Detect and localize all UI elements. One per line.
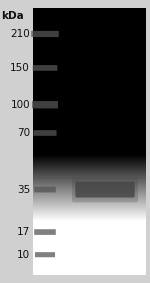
Text: 35: 35	[17, 185, 30, 195]
FancyBboxPatch shape	[34, 187, 56, 192]
FancyBboxPatch shape	[31, 31, 59, 37]
FancyBboxPatch shape	[33, 130, 57, 136]
Text: 10: 10	[17, 250, 30, 260]
FancyBboxPatch shape	[75, 182, 135, 198]
FancyBboxPatch shape	[34, 229, 56, 235]
Text: 210: 210	[10, 29, 30, 39]
Text: 150: 150	[10, 63, 30, 73]
FancyBboxPatch shape	[35, 252, 55, 257]
Text: kDa: kDa	[2, 11, 24, 21]
FancyBboxPatch shape	[33, 65, 57, 71]
Text: 70: 70	[17, 128, 30, 138]
FancyBboxPatch shape	[32, 101, 58, 108]
FancyBboxPatch shape	[72, 177, 138, 202]
Text: 100: 100	[10, 100, 30, 110]
Text: 17: 17	[17, 227, 30, 237]
